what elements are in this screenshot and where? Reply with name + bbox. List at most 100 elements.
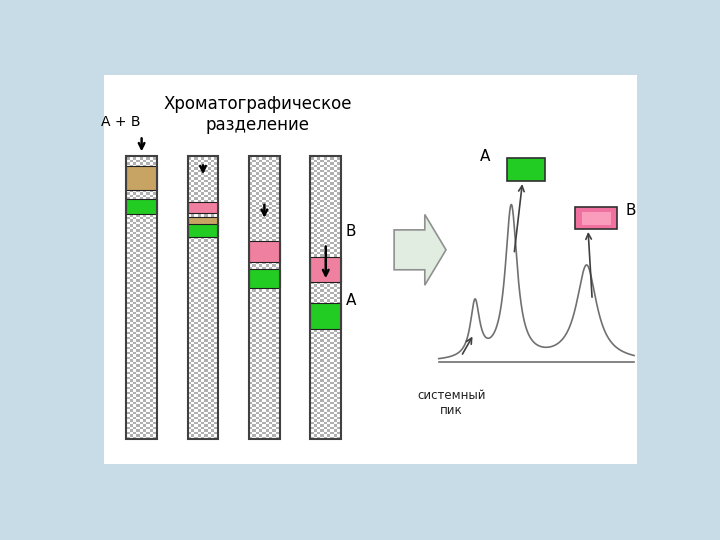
- Bar: [140, 287, 143, 289]
- Bar: [211, 379, 215, 382]
- Bar: [253, 249, 256, 252]
- Bar: [262, 407, 266, 409]
- Bar: [276, 262, 279, 265]
- Bar: [276, 396, 279, 399]
- Bar: [201, 411, 204, 414]
- Bar: [133, 292, 136, 294]
- Bar: [269, 382, 272, 384]
- Bar: [259, 265, 262, 267]
- Bar: [327, 314, 330, 317]
- Bar: [191, 165, 194, 167]
- Bar: [253, 160, 256, 162]
- Bar: [126, 307, 130, 309]
- Bar: [317, 162, 320, 165]
- Bar: [320, 419, 324, 422]
- Bar: [320, 374, 324, 377]
- Bar: [191, 174, 194, 177]
- Bar: [153, 337, 156, 339]
- Bar: [133, 427, 136, 429]
- Bar: [133, 197, 136, 199]
- Bar: [334, 414, 337, 416]
- Bar: [320, 409, 324, 411]
- Bar: [272, 269, 276, 272]
- Bar: [130, 210, 133, 212]
- Bar: [146, 157, 150, 160]
- Bar: [259, 414, 262, 416]
- Bar: [198, 180, 201, 182]
- Bar: [276, 367, 279, 369]
- Bar: [314, 234, 317, 237]
- Bar: [133, 217, 136, 219]
- Bar: [310, 372, 314, 374]
- Bar: [310, 162, 314, 165]
- Bar: [259, 399, 262, 402]
- Bar: [143, 160, 146, 162]
- Bar: [337, 197, 341, 199]
- Bar: [136, 230, 140, 232]
- Bar: [194, 377, 198, 379]
- Bar: [317, 436, 320, 439]
- Bar: [324, 377, 327, 379]
- Bar: [215, 396, 217, 399]
- Bar: [262, 427, 266, 429]
- Bar: [337, 307, 341, 309]
- Bar: [130, 185, 133, 187]
- Bar: [334, 369, 337, 372]
- Bar: [133, 312, 136, 314]
- Bar: [324, 172, 327, 174]
- Bar: [188, 162, 191, 165]
- Bar: [262, 332, 266, 334]
- Bar: [337, 382, 341, 384]
- Bar: [153, 416, 156, 419]
- Bar: [314, 329, 317, 332]
- Bar: [215, 436, 217, 439]
- Bar: [208, 282, 211, 285]
- Bar: [330, 427, 334, 429]
- Bar: [153, 332, 156, 334]
- Bar: [140, 382, 143, 384]
- Bar: [269, 197, 272, 199]
- Bar: [194, 372, 198, 374]
- Bar: [334, 299, 337, 302]
- Bar: [126, 367, 130, 369]
- Bar: [256, 187, 259, 190]
- Bar: [327, 434, 330, 436]
- Bar: [253, 289, 256, 292]
- Bar: [337, 411, 341, 414]
- Bar: [320, 339, 324, 342]
- Bar: [201, 327, 204, 329]
- Bar: [330, 282, 334, 285]
- Bar: [317, 212, 320, 214]
- Bar: [211, 424, 215, 427]
- Bar: [153, 377, 156, 379]
- Bar: [327, 409, 330, 411]
- Bar: [188, 377, 191, 379]
- Bar: [314, 424, 317, 427]
- Bar: [126, 422, 130, 424]
- Bar: [272, 165, 276, 167]
- Bar: [146, 387, 150, 389]
- Bar: [146, 252, 150, 254]
- Bar: [327, 329, 330, 332]
- Bar: [150, 245, 153, 247]
- Bar: [140, 436, 143, 439]
- Bar: [150, 384, 153, 387]
- Bar: [211, 269, 215, 272]
- Bar: [266, 344, 269, 347]
- Bar: [133, 287, 136, 289]
- Bar: [194, 312, 198, 314]
- Bar: [324, 292, 327, 294]
- Bar: [337, 192, 341, 194]
- Bar: [330, 207, 334, 210]
- Bar: [310, 337, 314, 339]
- Bar: [198, 185, 201, 187]
- Bar: [324, 367, 327, 369]
- Bar: [327, 180, 330, 182]
- Bar: [253, 219, 256, 222]
- Bar: [259, 234, 262, 237]
- Bar: [201, 392, 204, 394]
- Bar: [204, 180, 208, 182]
- Bar: [337, 327, 341, 329]
- Bar: [327, 165, 330, 167]
- Bar: [249, 322, 253, 324]
